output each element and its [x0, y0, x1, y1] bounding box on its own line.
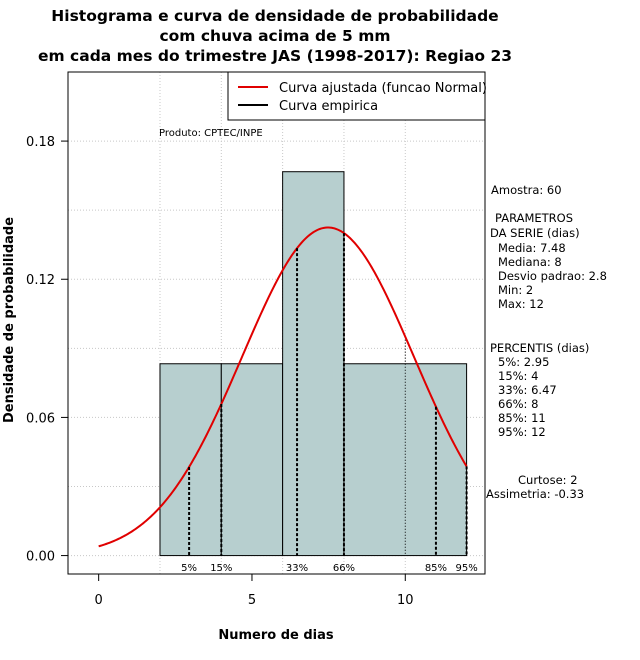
- chart-title-line-2: com chuva acima de 5 mm: [159, 27, 390, 45]
- legend-label-normal: Curva ajustada (funcao Normal): [279, 81, 487, 96]
- p5-label: 5%: 2.95: [498, 355, 549, 369]
- curtose-label: Curtose: 2: [518, 473, 578, 487]
- y-axis-title: Densidade de probabilidade: [2, 217, 17, 423]
- p15-label: 15%: 4: [498, 369, 538, 383]
- min-label: Min: 2: [498, 283, 533, 297]
- mediana-label: Mediana: 8: [498, 255, 562, 269]
- percentile-label-3: 66%: [333, 563, 355, 574]
- p85-label: 85%: 11: [498, 411, 546, 425]
- percentile-layer: 5% 15% 33% 66% 85% 95%: [181, 233, 478, 574]
- media-label: Media: 7.48: [498, 241, 566, 255]
- percentis-title: PERCENTIS (dias): [490, 341, 589, 355]
- bars-layer: [159, 171, 468, 557]
- legend-label-empirical: Curva empirica: [279, 99, 378, 114]
- assimetria-label: Assimetria: -0.33: [486, 487, 584, 501]
- percentile-label-0: 5%: [181, 563, 197, 574]
- x-tick-label-0: 0: [95, 593, 103, 608]
- produto-label: Produto: CPTEC/INPE: [159, 128, 263, 139]
- p33-label: 33%: 6.47: [498, 383, 557, 397]
- normal-fit-curve: [98, 226, 468, 548]
- histogram-bar-3: [343, 363, 468, 557]
- x-tick-label-2: 10: [397, 593, 414, 608]
- legend-box: [227, 71, 486, 121]
- x-tick-label-1: 5: [248, 593, 256, 608]
- parametros-title-2: DA SERIE (dias): [490, 226, 580, 240]
- y-tick-label-3: 0.18: [26, 135, 55, 150]
- grid-layer: [68, 72, 485, 574]
- percentile-label-2: 33%: [286, 563, 308, 574]
- percentile-label-5: 95%: [455, 563, 477, 574]
- y-tick-label-1: 0.06: [26, 411, 55, 426]
- p95-label: 95%: 12: [498, 425, 546, 439]
- histogram-bar-2: [282, 171, 345, 557]
- chart-title-line-3: em cada mes do trimestre JAS (1998-2017)…: [38, 47, 512, 65]
- y-tick-label-2: 0.12: [26, 273, 55, 288]
- x-axis-title: Numero de dias: [218, 628, 334, 643]
- desvio-label: Desvio padrao: 2.8: [498, 269, 607, 283]
- histogram-bar-0: [159, 363, 222, 557]
- p66-label: 66%: 8: [498, 397, 538, 411]
- percentile-label-1: 15%: [210, 563, 232, 574]
- y-tick-label-0: 0.00: [26, 550, 55, 565]
- legend: Curva ajustada (funcao Normal) Curva emp…: [227, 71, 487, 121]
- stats-panel: Amostra: 60 PARAMETROS DA SERIE (dias) M…: [486, 183, 607, 501]
- histogram-bar-1: [220, 363, 284, 557]
- max-label: Max: 12: [498, 297, 544, 311]
- chart-title-line-1: Histograma e curva de densidade de proba…: [51, 7, 498, 25]
- amostra-label: Amostra: 60: [491, 183, 562, 197]
- parametros-title-1: PARAMETROS: [495, 211, 573, 225]
- normal-curve-layer: [98, 226, 468, 548]
- axes-layer: 0 5 10 0.00 0.06 0.12 0.18: [26, 135, 414, 608]
- percentile-label-4: 85%: [425, 563, 447, 574]
